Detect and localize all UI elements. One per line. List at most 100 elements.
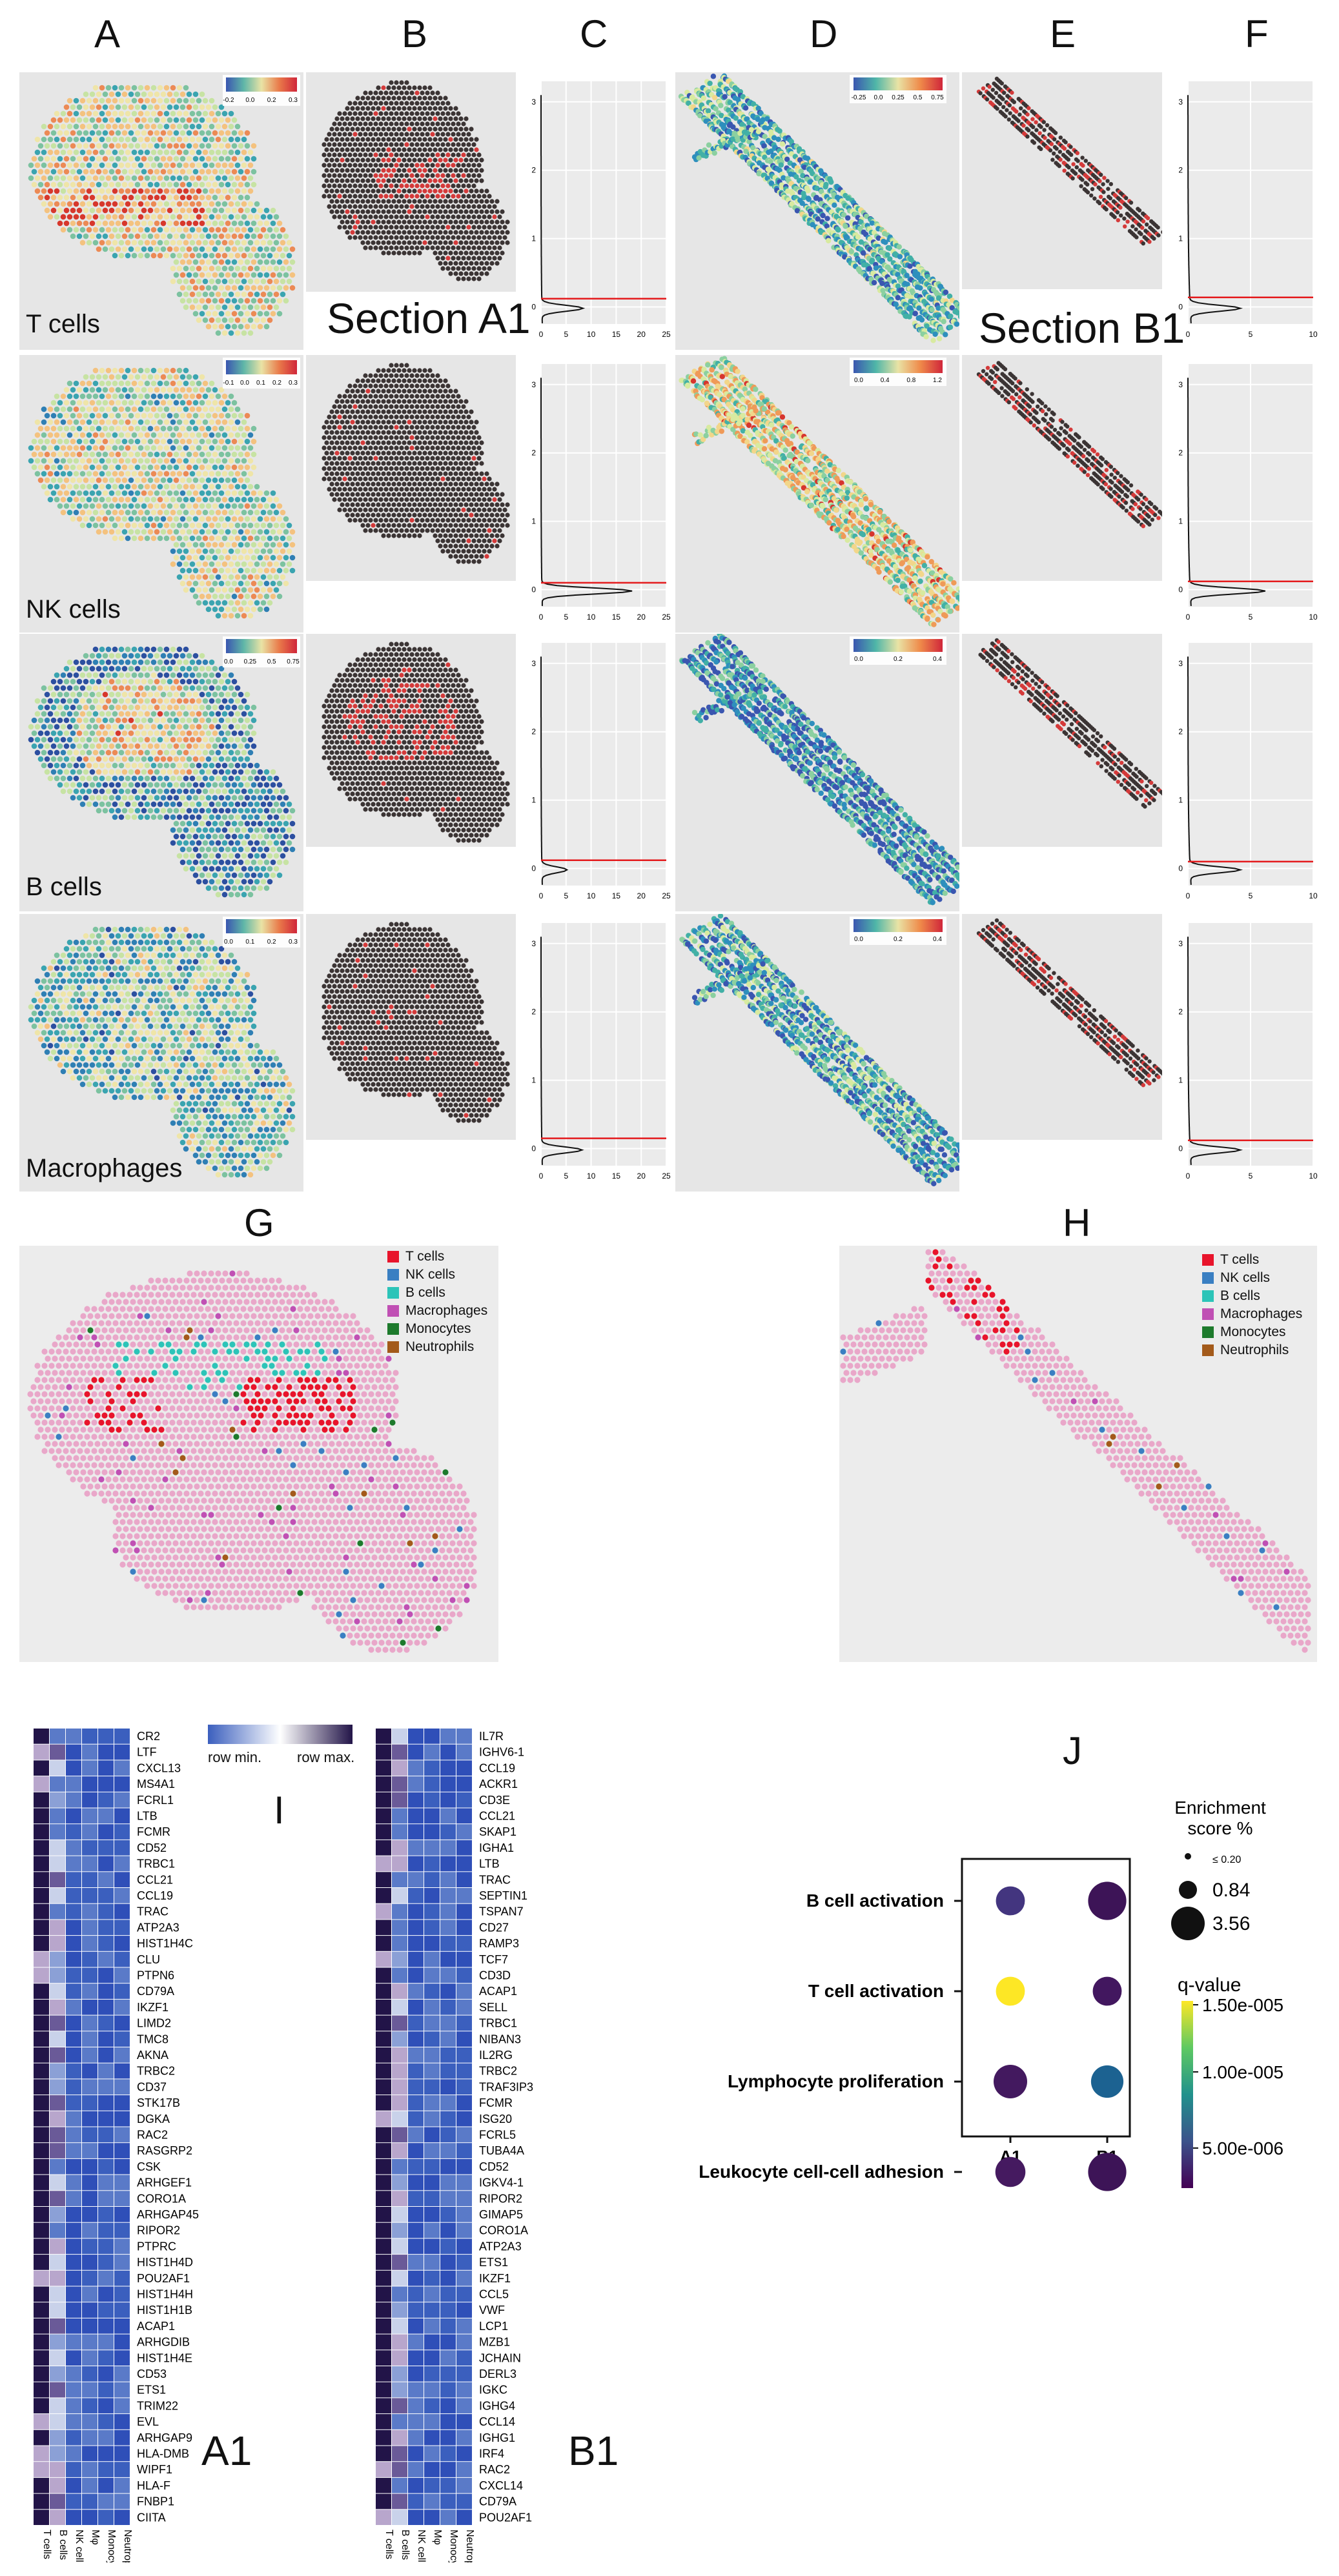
spot [48, 484, 54, 490]
spot [332, 214, 336, 219]
spot [164, 381, 170, 387]
spot [391, 389, 396, 393]
spot [399, 373, 404, 378]
spot [254, 484, 260, 490]
spot [386, 137, 391, 141]
spot [329, 409, 334, 414]
spot [212, 130, 218, 136]
spot [412, 240, 416, 245]
spot [196, 381, 202, 387]
spot [399, 163, 404, 167]
spot [464, 147, 468, 152]
spot [451, 163, 455, 167]
spot [347, 152, 352, 157]
spot [371, 178, 375, 183]
spot [174, 516, 179, 522]
spot [119, 484, 125, 490]
spot [451, 121, 455, 126]
spot [109, 182, 115, 188]
spot [443, 219, 447, 224]
spot [383, 225, 388, 229]
spot [350, 137, 354, 141]
spot [119, 407, 125, 412]
spot [391, 137, 396, 141]
spot [128, 92, 134, 97]
spot [219, 208, 225, 214]
spot [57, 221, 63, 227]
spot [404, 214, 409, 219]
colorbar-tick: 0.2 [272, 380, 281, 387]
spot [489, 250, 494, 255]
spot [371, 116, 375, 121]
spot [135, 105, 141, 110]
spot [109, 221, 115, 227]
spot [476, 194, 481, 198]
spot [466, 173, 471, 177]
spot [183, 574, 189, 580]
spot [77, 143, 83, 149]
spot [203, 227, 209, 233]
spot [412, 85, 416, 90]
spot [225, 208, 231, 214]
spot [347, 101, 352, 105]
spot [274, 279, 280, 285]
spot [1118, 205, 1122, 209]
spot [394, 80, 398, 85]
spot [35, 458, 41, 464]
spot [193, 234, 199, 239]
spot [199, 259, 205, 265]
spot [327, 414, 331, 419]
spot [420, 414, 424, 419]
spot [399, 121, 404, 126]
spot [383, 142, 388, 147]
spot [145, 176, 150, 181]
spot [125, 497, 131, 503]
spot [41, 201, 47, 207]
spot [381, 240, 385, 245]
spot [347, 121, 352, 126]
spot [174, 400, 179, 406]
panel-b-row-1 [306, 355, 516, 581]
spot [38, 169, 44, 175]
spot [80, 394, 86, 400]
spot [464, 137, 468, 141]
spot [251, 491, 257, 496]
spot [414, 204, 419, 208]
spot [381, 219, 385, 224]
spot [358, 132, 362, 136]
spot [199, 516, 205, 522]
spot [122, 491, 128, 496]
spot [222, 549, 228, 554]
spot [170, 150, 176, 156]
spot [54, 407, 60, 412]
spot [396, 157, 401, 162]
spot [51, 491, 57, 496]
colorbar-tick: 0.0 [240, 380, 249, 387]
spot [125, 227, 131, 233]
spot [381, 137, 385, 141]
spot [469, 199, 473, 203]
spot [245, 234, 250, 239]
spot [41, 471, 47, 477]
spot [1070, 176, 1074, 180]
spot [248, 523, 254, 529]
spot [196, 510, 202, 516]
spot [383, 152, 388, 157]
spot [209, 163, 215, 168]
spot [471, 214, 476, 219]
spot [235, 510, 241, 516]
spot [232, 298, 238, 304]
spot [425, 90, 429, 95]
spot [409, 111, 414, 116]
spot [206, 130, 212, 136]
spot [991, 96, 995, 99]
spot [1032, 141, 1036, 145]
spot [54, 214, 60, 220]
spot [241, 587, 247, 593]
spot [99, 432, 105, 438]
spot [417, 399, 422, 403]
spot [743, 105, 748, 110]
spot [995, 106, 999, 110]
spot [135, 143, 141, 149]
spot [378, 383, 383, 388]
